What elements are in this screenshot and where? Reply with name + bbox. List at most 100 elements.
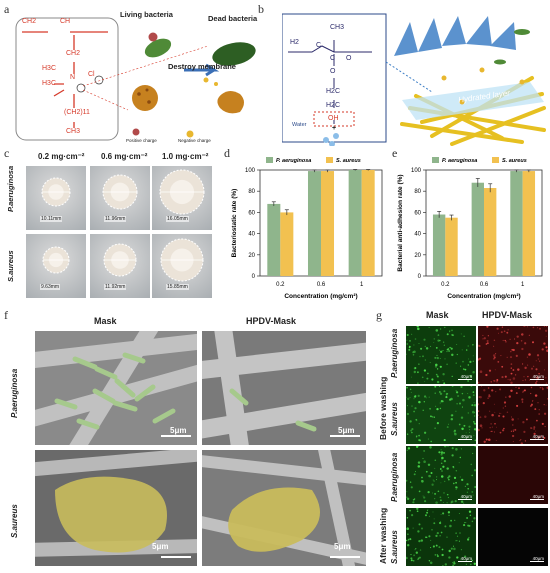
fluorescence-image: 40μm <box>478 446 548 504</box>
chem-h3c1: H3C <box>42 65 57 72</box>
sem-mask-sa <box>35 450 197 566</box>
fluorescence-image: 40μm <box>406 446 476 504</box>
panel-c: 0.2 mg·cm⁻² 0.6 mg·cm⁻² 1.0 mg·cm⁻² P.ae… <box>0 152 224 302</box>
x-tick-label: 0.2 <box>276 282 285 288</box>
negative-charge-label: Negative charge <box>178 138 211 143</box>
living-bacteria-label: Living bacteria <box>120 10 173 19</box>
col-label-f-1: Mask <box>94 316 117 326</box>
col-label-g-2: HPDV-Mask <box>482 310 533 320</box>
inhibition-zone-plate: 9.63mm <box>26 234 86 298</box>
chem-c-b: C <box>316 42 322 49</box>
legend-swatch <box>326 157 333 163</box>
x-tick-label: 1 <box>360 282 364 288</box>
inhibition-zone-plate: 15.85mm <box>152 234 212 298</box>
fluorescence-image: 40μm <box>478 326 548 384</box>
col-label-c-1: 0.2 mg·cm⁻² <box>38 152 85 161</box>
scalebar-g-label: 40μm <box>532 434 544 439</box>
zone-diameter-label: 11.92mm <box>104 284 127 290</box>
panel-label-d: d <box>224 146 230 160</box>
group-label-after: After washing <box>378 507 388 564</box>
scalebar-g-label: 40μm <box>460 374 472 379</box>
chart-e: 0 20 40 60 80 100 0.2 0.6 1 P. aeruginosa S. aureu… <box>397 157 543 300</box>
panel-b: H2 C CH3 C O O H2C H2C OH + Water Hydrat… <box>281 12 548 147</box>
legend-swatch <box>492 157 499 163</box>
dead-bacteria-label: Dead bacteria <box>208 14 258 23</box>
y-tick-label: 40 <box>248 232 255 238</box>
bar <box>267 203 281 276</box>
legend-label: P. aeruginosa <box>276 158 311 164</box>
bar <box>280 212 294 276</box>
y-tick-label: 0 <box>418 274 422 280</box>
y-tick-label: 60 <box>414 210 421 216</box>
chem-o-b: O <box>346 55 352 62</box>
sem-hpdv-pa <box>202 331 366 445</box>
panel-a: CH2 CH CH2 H3C H3C N Cl (CH2)11 CH3 Livi… <box>8 10 258 146</box>
panel-label-c: c <box>4 146 10 160</box>
inhibition-zone-plate: 16.05mm <box>152 166 212 230</box>
bar <box>510 171 523 276</box>
legend-swatch <box>432 157 439 163</box>
zone-diameter-label: 15.85mm <box>166 284 189 290</box>
chem-o2-b: O <box>330 68 336 75</box>
x-axis-label: Concentration (mg/cm²) <box>284 293 357 300</box>
panel-label-e: e <box>392 146 398 160</box>
zone-diameter-label: 9.63mm <box>40 284 61 290</box>
col-label-g-1: Mask <box>426 310 449 320</box>
chem-h2-b: H2 <box>290 39 299 46</box>
chem-ch3-b: CH3 <box>330 24 345 31</box>
y-tick-label: 100 <box>411 168 422 174</box>
chem-oh-b: OH <box>328 115 339 122</box>
x-tick-label: 0.6 <box>480 282 489 288</box>
col-label-c-2: 0.6 mg·cm⁻² <box>101 152 148 161</box>
scalebar-g-label: 40μm <box>460 556 472 561</box>
x-tick-label: 0.2 <box>441 282 450 288</box>
zone-diameter-label: 16.05mm <box>166 216 189 222</box>
chem-n: N <box>70 74 76 81</box>
col-label-f-2: HPDV-Mask <box>246 316 297 326</box>
chart-d: 0 20 40 60 80 100 0.2 0.6 1 P. aeruginosa S. aureu… <box>231 157 383 300</box>
panel-label-b: b <box>258 2 264 16</box>
destroy-membrane-label: Destroy membrane <box>168 62 236 71</box>
chem-h2c2-b: H2C <box>326 102 341 109</box>
scalebar-g-label: 40μm <box>460 494 472 499</box>
row-label-g-4: S.aureus <box>390 530 399 564</box>
chem-ch2b-a: CH2 <box>66 50 81 57</box>
scalebar-f-3: 5μm <box>152 542 169 551</box>
bar <box>307 171 321 276</box>
y-tick-label: 20 <box>248 253 255 259</box>
chem-chain: (CH2)11 <box>64 109 90 116</box>
scalebar-g-label: 40μm <box>532 374 544 379</box>
y-tick-label: 60 <box>248 210 255 216</box>
scalebar-g-label: 40μm <box>532 494 544 499</box>
row-label-g-1: P.aeruginosa <box>390 328 399 378</box>
row-label-g-2: S.aureus <box>390 402 399 436</box>
x-axis-label: Concentration (mg/cm²) <box>447 293 520 300</box>
inhibition-zone-plate: 11.96mm <box>90 166 150 230</box>
legend-swatch <box>266 157 273 163</box>
legend-label: S. aureus <box>502 158 527 164</box>
panel-g: Mask HPDV-Mask Before washing After wash… <box>376 310 550 573</box>
chem-plus-b: + <box>332 125 337 132</box>
y-tick-label: 80 <box>414 189 421 195</box>
y-tick-label: 80 <box>248 189 255 195</box>
y-tick-label: 20 <box>414 253 421 259</box>
group-label-before: Before washing <box>378 376 388 440</box>
chem-ch2-a: CH2 <box>22 18 37 25</box>
fluorescence-image: 40μm <box>406 326 476 384</box>
fluorescence-image: 40μm <box>406 508 476 566</box>
chem-h2c1-b: H2C <box>326 88 341 95</box>
bar <box>321 171 335 276</box>
bar <box>471 182 484 276</box>
panel-f: Mask HPDV-Mask P.aeruginosa S.aureus 5μm <box>0 316 372 573</box>
bar <box>361 170 375 276</box>
bar <box>445 217 458 276</box>
y-tick-label: 100 <box>245 168 256 174</box>
panel-label-a: a <box>4 2 10 16</box>
scalebar-f-4: 5μm <box>334 542 351 551</box>
scalebar-f-1: 5μm <box>170 426 187 435</box>
panel-a-illustration <box>15 17 256 141</box>
fluorescence-image: 40μm <box>478 508 548 566</box>
sem-mask-pa <box>35 331 197 445</box>
bar <box>432 214 446 276</box>
chem-ch3-a: CH3 <box>66 128 81 135</box>
